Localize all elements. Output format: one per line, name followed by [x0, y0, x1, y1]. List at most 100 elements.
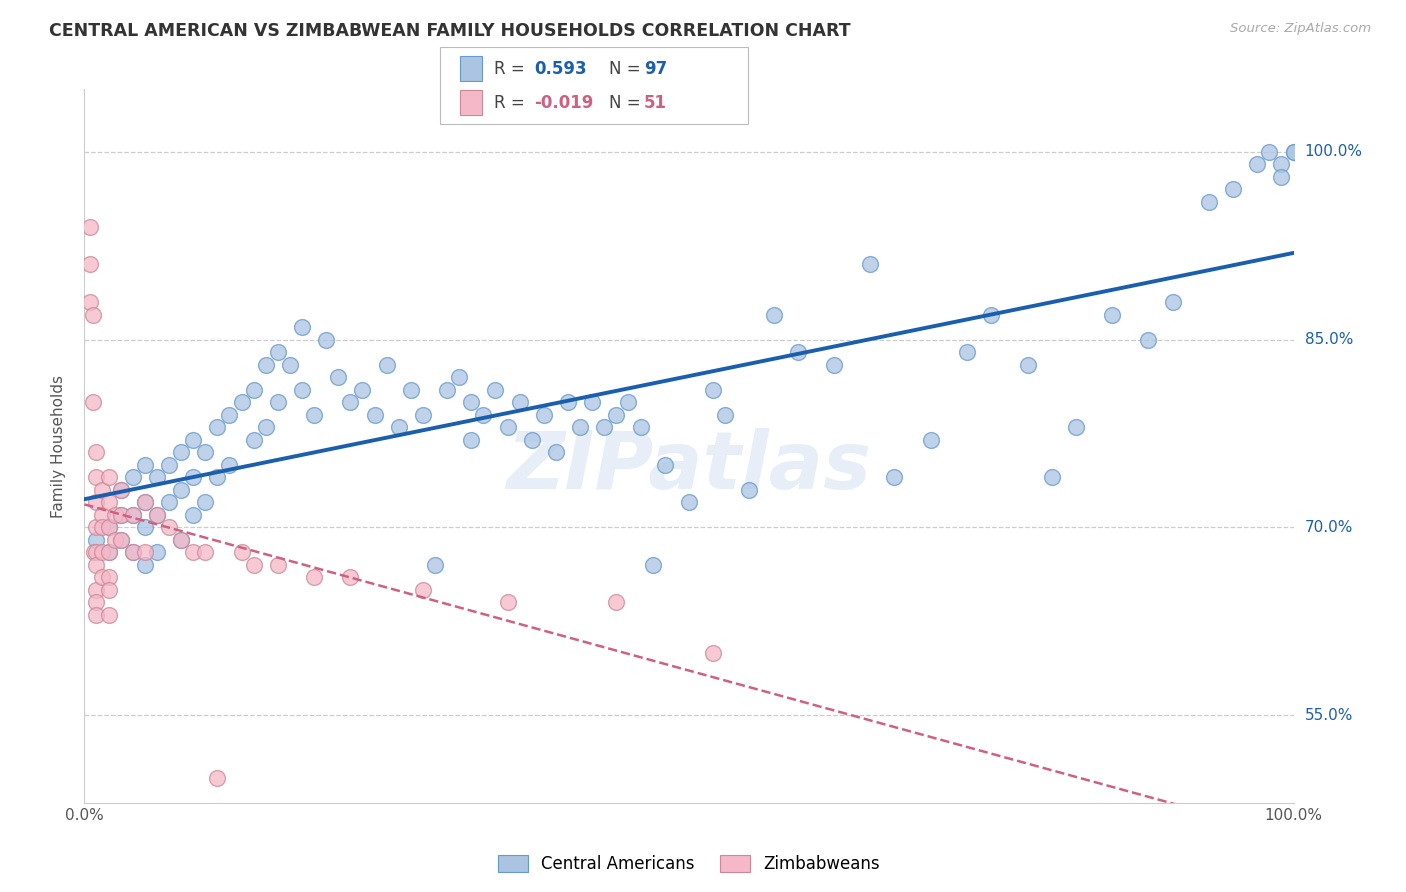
- Point: [291, 320, 314, 334]
- Point: [399, 383, 422, 397]
- Point: [496, 595, 519, 609]
- Point: [412, 408, 434, 422]
- Point: [242, 558, 264, 572]
- Point: [436, 383, 458, 397]
- Point: [460, 395, 482, 409]
- Point: [278, 358, 301, 372]
- Point: [181, 545, 204, 559]
- Point: [157, 458, 180, 472]
- Point: [1246, 157, 1268, 171]
- Point: [956, 345, 979, 359]
- Point: [79, 219, 101, 234]
- Point: [254, 358, 277, 372]
- Y-axis label: Family Households: Family Households: [51, 375, 66, 517]
- Point: [86, 595, 108, 609]
- Point: [533, 408, 555, 422]
- Point: [1101, 308, 1123, 322]
- Point: [207, 771, 229, 785]
- Point: [194, 445, 217, 459]
- Point: [104, 533, 127, 547]
- Point: [86, 520, 108, 534]
- Point: [557, 395, 579, 409]
- Point: [375, 358, 398, 372]
- Point: [97, 545, 120, 559]
- Text: R =: R =: [494, 60, 530, 78]
- Point: [110, 508, 132, 522]
- Point: [97, 607, 120, 622]
- Point: [134, 495, 156, 509]
- Point: [146, 508, 169, 522]
- Point: [86, 582, 108, 597]
- Point: [110, 533, 132, 547]
- Point: [1270, 157, 1292, 171]
- Point: [738, 483, 761, 497]
- Text: 85.0%: 85.0%: [1305, 332, 1353, 347]
- Point: [823, 358, 845, 372]
- Point: [267, 395, 290, 409]
- Point: [110, 483, 132, 497]
- Point: [91, 570, 114, 584]
- Point: [1282, 145, 1305, 159]
- Point: [97, 520, 120, 534]
- Point: [1017, 358, 1039, 372]
- Point: [1282, 145, 1305, 159]
- Point: [86, 495, 108, 509]
- Point: [1198, 194, 1220, 209]
- Point: [641, 558, 664, 572]
- Point: [83, 545, 105, 559]
- Point: [363, 408, 385, 422]
- Point: [207, 470, 229, 484]
- Point: [581, 395, 603, 409]
- Point: [267, 558, 290, 572]
- Point: [181, 433, 204, 447]
- Point: [86, 607, 108, 622]
- Point: [146, 545, 169, 559]
- Point: [460, 433, 482, 447]
- Point: [91, 483, 114, 497]
- Text: -0.019: -0.019: [534, 94, 593, 112]
- Point: [484, 383, 506, 397]
- Point: [1161, 295, 1184, 310]
- Text: N =: N =: [609, 60, 645, 78]
- Point: [242, 433, 264, 447]
- Point: [121, 545, 143, 559]
- Point: [218, 458, 240, 472]
- Point: [449, 370, 471, 384]
- Point: [146, 508, 169, 522]
- Point: [883, 470, 905, 484]
- Point: [97, 582, 120, 597]
- Point: [509, 395, 531, 409]
- Point: [593, 420, 616, 434]
- Point: [91, 520, 114, 534]
- Text: 70.0%: 70.0%: [1305, 520, 1353, 535]
- Point: [170, 445, 193, 459]
- Point: [104, 508, 127, 522]
- Point: [544, 445, 567, 459]
- Point: [181, 470, 204, 484]
- Point: [328, 370, 350, 384]
- Text: 0.593: 0.593: [534, 60, 586, 78]
- Point: [121, 508, 143, 522]
- Point: [254, 420, 277, 434]
- Point: [388, 420, 411, 434]
- Point: [702, 383, 724, 397]
- Text: 97: 97: [644, 60, 668, 78]
- Point: [605, 595, 627, 609]
- Point: [207, 420, 229, 434]
- Point: [97, 470, 120, 484]
- Point: [218, 408, 240, 422]
- Point: [302, 570, 325, 584]
- Point: [920, 433, 942, 447]
- Point: [291, 383, 314, 397]
- Point: [194, 495, 217, 509]
- Point: [714, 408, 737, 422]
- Point: [1258, 145, 1281, 159]
- Point: [86, 470, 108, 484]
- Point: [569, 420, 592, 434]
- Point: [1270, 169, 1292, 184]
- Point: [134, 545, 156, 559]
- Point: [1222, 182, 1244, 196]
- Point: [496, 420, 519, 434]
- Point: [97, 520, 120, 534]
- Point: [97, 570, 120, 584]
